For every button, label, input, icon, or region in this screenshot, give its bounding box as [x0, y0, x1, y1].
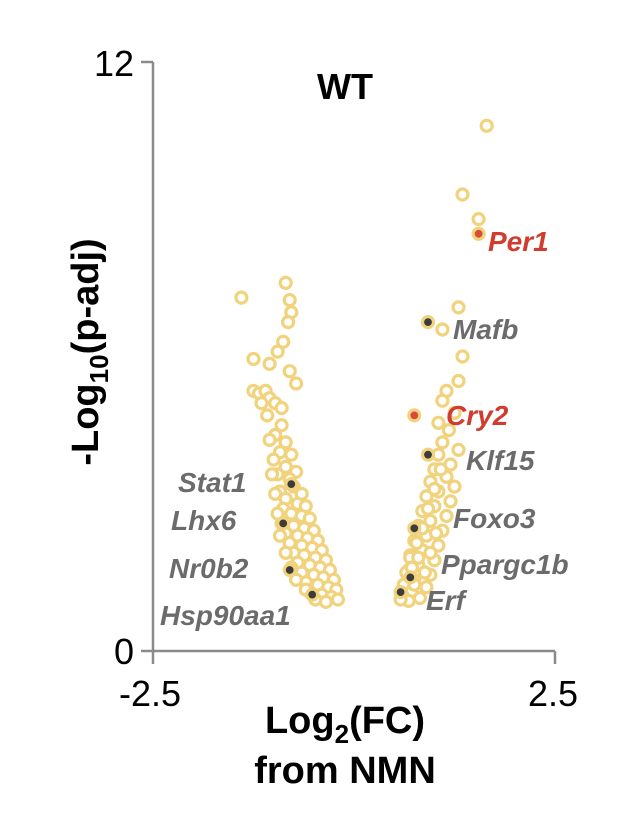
x-axis-label-sub: 2	[335, 719, 349, 749]
data-point	[282, 364, 297, 379]
data-point	[278, 275, 293, 290]
highlight-point-hsp90aa1	[305, 587, 320, 602]
data-point	[254, 396, 269, 411]
chart-title: WT	[317, 66, 373, 107]
y-tick-label-12: 12	[94, 43, 134, 84]
x-tick-label-left: -2.5	[119, 673, 181, 714]
data-point	[431, 415, 446, 430]
data-point	[451, 442, 466, 457]
data-point	[428, 526, 444, 541]
data-point	[278, 435, 293, 450]
data-point	[417, 565, 432, 580]
data-point	[270, 344, 285, 359]
highlight-point-ppargc1b	[403, 570, 418, 585]
data-point	[435, 393, 450, 408]
gene-label-foxo3: Foxo3	[453, 503, 536, 534]
highlight-point-nr0b2	[282, 562, 297, 578]
highlight-point-per1	[471, 226, 486, 241]
data-point	[420, 501, 436, 516]
data-point	[443, 494, 458, 509]
data-point	[268, 486, 283, 501]
data-point	[289, 572, 304, 587]
gene-label-nr0b2: Nr0b2	[169, 553, 249, 584]
y-axis-label-suffix: (p-adj)	[65, 238, 107, 354]
data-point	[282, 293, 297, 308]
x-axis-label-suffix: (FC)	[349, 700, 425, 742]
data-points	[234, 118, 494, 610]
data-point	[234, 290, 249, 305]
gene-labels: Per1 Mafb Cry2 Klf15 Stat1 Foxo3 Lhx6 Pp…	[160, 226, 569, 631]
data-point	[289, 376, 304, 391]
data-point	[455, 187, 470, 202]
data-point	[246, 351, 261, 367]
highlighted-points	[276, 226, 486, 602]
x-tick-label-right: 2.5	[528, 673, 578, 714]
y-tick-label-0: 0	[114, 631, 134, 672]
highlight-point-klf15	[420, 447, 436, 462]
data-point	[451, 373, 466, 389]
gene-label-mafb: Mafb	[453, 314, 518, 345]
data-point	[412, 590, 427, 606]
data-point	[274, 418, 289, 433]
x-axis-label: Log2(FC)	[265, 700, 425, 749]
gene-label-stat1: Stat1	[178, 467, 246, 498]
y-axis-label: -Log10(p-adj)	[65, 238, 114, 465]
data-point	[262, 432, 277, 447]
axes	[141, 60, 557, 664]
data-point	[441, 423, 456, 438]
highlight-point-stat1	[284, 477, 299, 492]
data-point	[423, 545, 438, 560]
data-point	[281, 315, 296, 330]
data-point	[411, 550, 426, 565]
data-point	[435, 435, 450, 450]
data-point	[409, 535, 424, 551]
gene-label-cry2: Cry2	[446, 400, 509, 431]
data-point	[264, 467, 280, 482]
data-point	[272, 528, 288, 543]
data-point	[330, 592, 345, 607]
gene-label-lhx6: Lhx6	[171, 505, 237, 536]
data-point	[274, 400, 289, 416]
gene-label-ppargc1b: Ppargc1b	[441, 549, 569, 580]
data-point	[435, 322, 450, 337]
data-point	[439, 508, 454, 524]
gene-label-klf15: Klf15	[466, 445, 535, 476]
data-point	[262, 356, 277, 371]
highlight-point-erf	[393, 584, 408, 600]
highlight-point-foxo3	[407, 521, 422, 536]
data-point	[433, 462, 448, 477]
highlight-point-cry2	[407, 408, 422, 423]
data-point	[427, 481, 442, 497]
data-point	[260, 408, 275, 423]
data-point	[284, 447, 299, 462]
gene-label-per1: Per1	[488, 226, 549, 257]
highlight-point-lhx6	[276, 516, 291, 531]
gene-label-hsp90aa1: Hsp90aa1	[160, 600, 291, 631]
x-axis-label-line2: from NMN	[254, 750, 436, 792]
data-point	[278, 545, 293, 560]
x-axis-label-main: Log	[265, 700, 335, 742]
data-point	[266, 452, 281, 467]
y-axis-label-prefix: -Log	[65, 383, 107, 465]
highlight-point-mafb	[420, 315, 436, 330]
data-point	[479, 118, 494, 133]
y-axis-label-sub: 10	[84, 354, 114, 383]
data-point	[451, 300, 466, 315]
data-point	[471, 212, 486, 227]
data-point	[447, 479, 462, 494]
data-point	[455, 349, 470, 364]
data-point	[447, 405, 462, 420]
gene-label-erf: Erf	[426, 585, 468, 616]
